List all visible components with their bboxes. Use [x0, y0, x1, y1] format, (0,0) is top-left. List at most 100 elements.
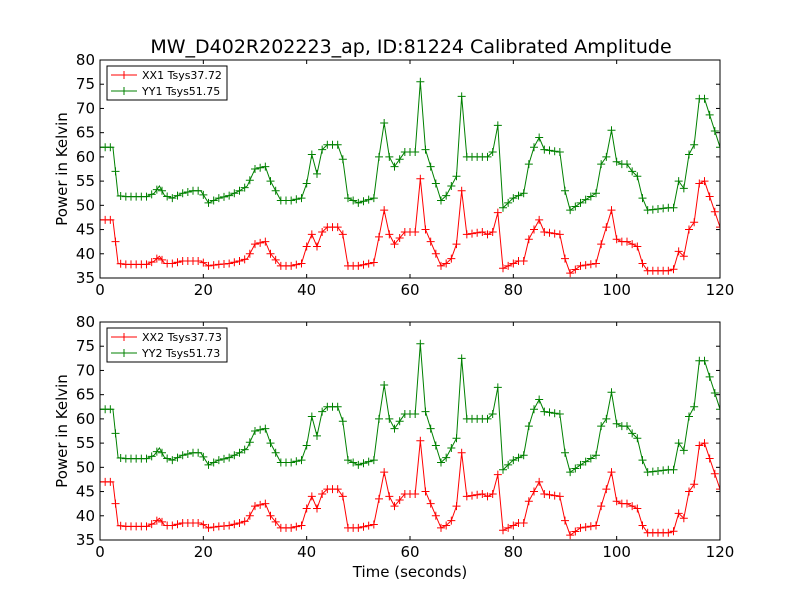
series-marker — [333, 140, 342, 149]
series-marker — [183, 188, 192, 197]
series-marker — [395, 155, 404, 164]
series-marker — [380, 380, 389, 389]
series-marker — [710, 469, 719, 478]
series-marker — [261, 424, 270, 433]
series-marker — [338, 155, 347, 164]
series-marker — [705, 454, 714, 463]
series-xx1 — [100, 174, 720, 278]
series-marker — [524, 160, 533, 169]
series-marker — [592, 189, 600, 198]
series-marker — [509, 194, 518, 203]
series-marker — [421, 407, 430, 416]
series-marker — [390, 502, 399, 511]
series-marker — [514, 453, 523, 462]
series-marker — [581, 457, 590, 466]
series-marker — [421, 145, 430, 154]
series-marker — [566, 468, 575, 477]
series-marker — [493, 383, 502, 392]
series-marker — [271, 255, 280, 264]
y-tick-label: 60 — [76, 410, 95, 428]
series-marker — [338, 417, 347, 426]
y-axis-label: Power in Kelvin — [53, 374, 71, 488]
series-marker — [168, 521, 177, 530]
series-marker — [493, 121, 502, 130]
series-marker — [586, 192, 595, 201]
series-marker — [457, 448, 466, 457]
legend-label: YY2 Tsys51.73 — [141, 347, 220, 360]
series-marker — [597, 502, 606, 511]
series-marker — [571, 527, 580, 536]
series-marker — [710, 389, 719, 398]
x-tick-label: 120 — [706, 281, 735, 299]
series-marker — [297, 521, 306, 530]
series-marker — [359, 522, 368, 531]
series-marker — [571, 202, 580, 211]
series-marker — [540, 489, 549, 498]
series-marker — [685, 150, 693, 159]
series-marker — [555, 230, 564, 239]
series-marker — [524, 497, 533, 506]
series-marker — [302, 504, 311, 513]
series-marker — [411, 410, 420, 419]
y-tick-label: 65 — [76, 124, 95, 142]
series-marker — [519, 519, 528, 528]
series-marker — [287, 523, 296, 532]
series-marker — [116, 191, 125, 200]
x-tick-label: 100 — [602, 543, 631, 561]
series-marker — [354, 261, 363, 270]
y-tick-label: 65 — [76, 386, 95, 404]
series-marker — [550, 491, 559, 500]
series-marker — [302, 242, 311, 251]
series-marker — [488, 410, 497, 419]
series-marker — [555, 492, 564, 501]
series-marker — [307, 150, 316, 159]
x-tick-label: 0 — [95, 281, 105, 299]
series-marker — [468, 491, 476, 500]
series-marker — [612, 157, 621, 166]
series-marker — [540, 227, 549, 236]
series-marker — [452, 434, 461, 443]
legend-marker — [120, 87, 128, 95]
legend-box — [106, 65, 228, 101]
series-marker — [509, 521, 518, 530]
series-xx2 — [100, 436, 720, 540]
series-marker — [240, 517, 249, 526]
series-marker — [313, 431, 321, 440]
series-marker — [168, 259, 177, 268]
series-marker — [519, 451, 528, 460]
x-tick-label: 20 — [194, 281, 213, 299]
series-marker — [447, 516, 456, 525]
series-marker — [674, 509, 683, 518]
series-marker — [633, 172, 642, 181]
series-marker — [519, 257, 528, 266]
series-marker — [106, 405, 115, 414]
series-marker — [648, 205, 657, 214]
series-marker — [333, 485, 342, 494]
series-marker — [638, 194, 647, 203]
series-marker — [344, 194, 352, 203]
series-marker — [716, 143, 720, 152]
series-marker — [566, 531, 575, 540]
series-marker — [225, 453, 234, 462]
series-marker — [679, 446, 688, 455]
series-marker — [509, 259, 518, 268]
series-marker — [395, 496, 404, 505]
series-marker — [307, 230, 316, 239]
series-marker — [266, 511, 275, 520]
series-marker — [178, 451, 187, 460]
series-marker — [380, 468, 389, 477]
series-marker — [251, 502, 259, 511]
series-marker — [488, 227, 497, 236]
legend: XX2 Tsys37.73 YY2 Tsys51.73 — [106, 327, 228, 363]
series-marker — [313, 169, 321, 178]
series-marker — [457, 186, 466, 195]
series-marker — [426, 499, 435, 508]
series-marker — [685, 487, 693, 496]
series-marker — [592, 521, 600, 530]
series-marker — [230, 258, 239, 267]
series-marker — [452, 172, 461, 181]
y-tick-label: 75 — [76, 337, 95, 355]
series-marker — [679, 514, 688, 523]
series-marker — [581, 195, 590, 204]
series-marker — [199, 452, 208, 461]
